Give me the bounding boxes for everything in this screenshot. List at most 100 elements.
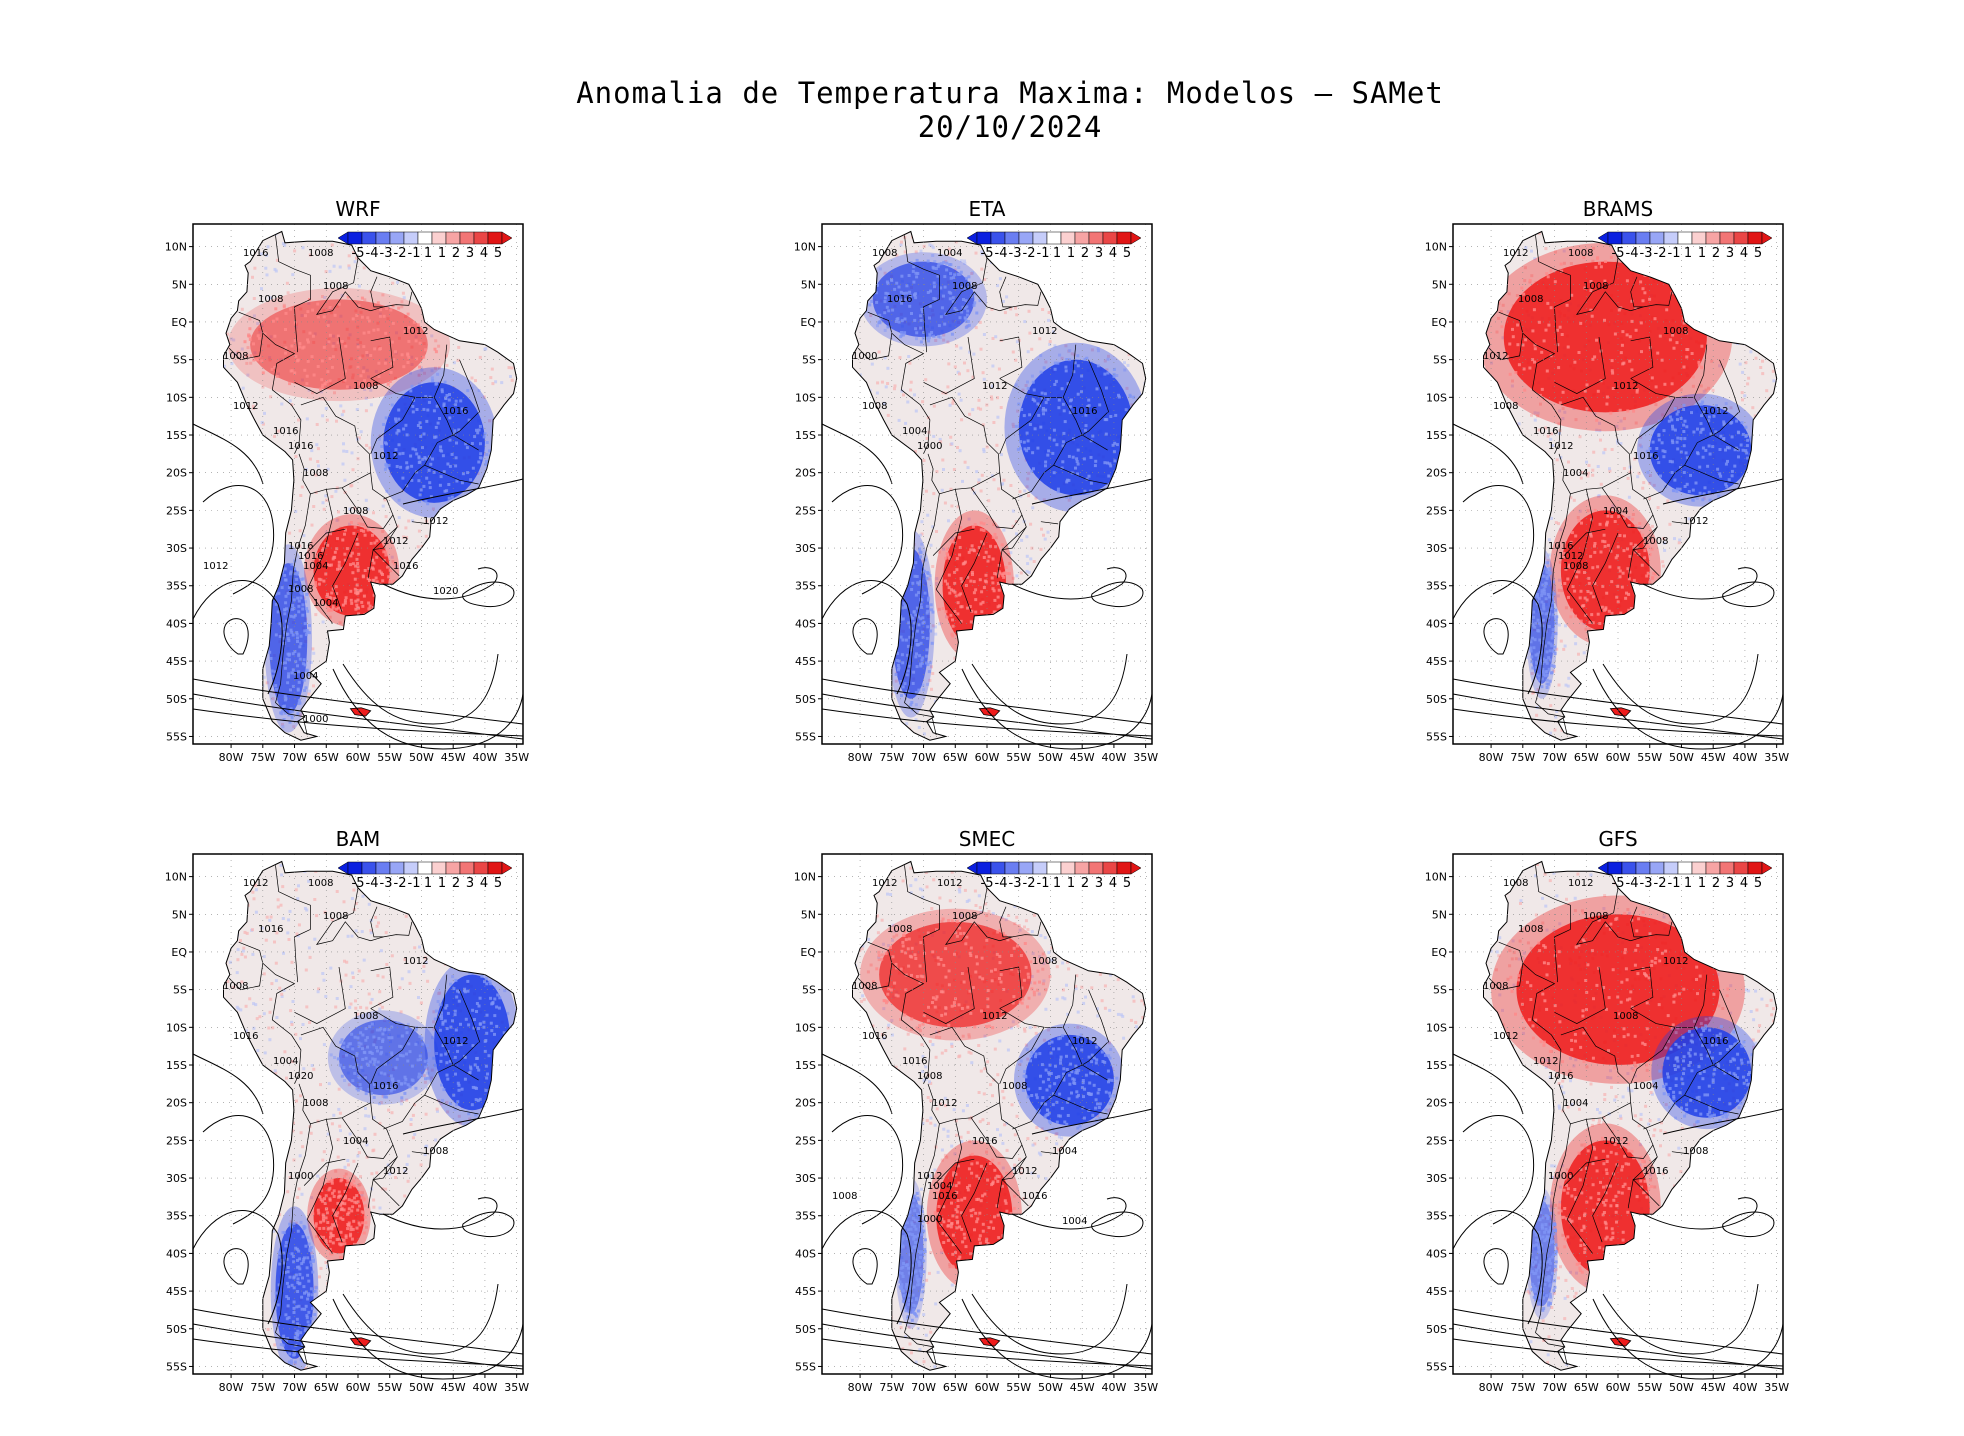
- colorbar-swatch: [487, 231, 503, 245]
- lat-tick-label: 35S: [1426, 1210, 1447, 1223]
- lat-tick-label: EQ: [171, 316, 187, 329]
- coastline: [223, 230, 518, 741]
- lon-tick-label: 40W: [1101, 751, 1126, 764]
- lat-tick-label: 45S: [1426, 1285, 1447, 1298]
- colorbar-label: 5: [1123, 876, 1131, 891]
- isobar-label: 1016: [1643, 1166, 1668, 1177]
- lat-tick-label: 30S: [166, 1172, 187, 1185]
- colorbar-label: 3: [1726, 246, 1734, 261]
- country-borders: [228, 235, 481, 736]
- lat-tick-label: 15S: [795, 429, 816, 442]
- colorbar-swatch: [403, 231, 419, 245]
- colorbar-label: 4: [1740, 246, 1748, 261]
- axis-ticks: 10N 5N EQ 5S 10S 15S 20S 25S 30S 35S 40S 45S 50S 55S 8…: [165, 241, 529, 764]
- isobar-label: 1016: [288, 541, 313, 552]
- colorbar-swatch: [1116, 231, 1132, 245]
- isobar-labels: 1012 1012 1008 1008 1008 1008 1012 1012 1016 1016…: [832, 878, 1097, 1227]
- colorbar-label: 1: [438, 876, 446, 891]
- lat-tick-label: 20S: [795, 467, 816, 480]
- colorbar-label: -4: [366, 876, 379, 891]
- lat-tick-label: 25S: [795, 504, 816, 517]
- lon-tick-label: 50W: [409, 751, 434, 764]
- colorbar-label: -1: [408, 246, 421, 261]
- colorbar-swatch: [1719, 861, 1735, 875]
- lat-tick-label: EQ: [800, 946, 816, 959]
- lon-tick-label: 40W: [472, 751, 497, 764]
- isobar-labels: 1016 1008 1008 1012 1008 1008 1008 1016 1012 1016…: [203, 248, 468, 725]
- lat-tick-label: 30S: [1426, 1172, 1447, 1185]
- isobar-label: 1012: [917, 1171, 942, 1182]
- isobar-label: 1008: [303, 1098, 328, 1109]
- colorbar-swatch: [375, 861, 391, 875]
- colorbar-label: -1: [1668, 876, 1681, 891]
- colorbar-swatch: [1621, 231, 1637, 245]
- isobar-label: 1008: [308, 248, 333, 259]
- map-panel-wrf: WRF 1016 1008 1008 1012 1008 1008 1008 1016 1012 1…: [148, 192, 558, 802]
- panel-title: WRF: [335, 197, 380, 221]
- lat-tick-label: 50S: [795, 1323, 816, 1336]
- figure-title: Anomalia de Temperatura Maxima: Modelos …: [0, 76, 1964, 144]
- colorbar-label: -5: [981, 876, 994, 891]
- lon-tick-label: 60W: [346, 1381, 371, 1394]
- colorbar-label: 4: [1740, 876, 1748, 891]
- isobar-label: 1008: [1493, 401, 1518, 412]
- colorbar-swatch: [361, 861, 377, 875]
- lon-tick-label: 70W: [1542, 1381, 1567, 1394]
- isobar-label: 1016: [443, 406, 468, 417]
- lat-tick-label: 10N: [794, 241, 816, 254]
- isobar-contours: [821, 423, 1153, 750]
- lat-tick-label: EQ: [800, 316, 816, 329]
- isobar-label: 1012: [423, 516, 448, 527]
- figure-title-line2: 20/10/2024: [917, 110, 1103, 144]
- lon-tick-label: 80W: [219, 1381, 244, 1394]
- lon-tick-label: 70W: [911, 751, 936, 764]
- lat-tick-label: 5S: [1433, 984, 1447, 997]
- isobar-label: 1000: [1548, 1171, 1573, 1182]
- lat-tick-label: 40S: [795, 617, 816, 630]
- isobar-label: 1016: [1633, 451, 1658, 462]
- lon-tick-label: 70W: [282, 1381, 307, 1394]
- colorbar-swatch: [1663, 231, 1679, 245]
- lat-tick-label: 45S: [166, 1285, 187, 1298]
- lat-tick-label: 5S: [1433, 354, 1447, 367]
- colorbar-label: -2: [394, 876, 407, 891]
- coastline: [223, 860, 518, 1371]
- isobar-label: 1012: [1493, 1031, 1518, 1042]
- lat-tick-label: 10N: [165, 241, 187, 254]
- isobar-label: 1012: [203, 561, 228, 572]
- colorbar-label: 4: [480, 246, 488, 261]
- lat-tick-label: 40S: [1426, 617, 1447, 630]
- lat-tick-label: 20S: [795, 1097, 816, 1110]
- colorbar-swatch: [1649, 231, 1665, 245]
- map-panel-gfs: GFS 1008 1012 1008 1012 1008 1008 1008 1016 1012 1…: [1408, 822, 1818, 1432]
- colorbar-label: -4: [995, 246, 1008, 261]
- axis-ticks: 10N 5N EQ 5S 10S 15S 20S 25S 30S 35S 40S 45S 50S 55S 8…: [794, 871, 1158, 1394]
- isobar-label: 1004: [902, 426, 927, 437]
- isobar-label: 1004: [1563, 468, 1588, 479]
- coastline: [852, 860, 1147, 1371]
- colorbar-swatch: [1607, 231, 1623, 245]
- lon-tick-label: 65W: [943, 1381, 968, 1394]
- lat-tick-label: 55S: [166, 1360, 187, 1373]
- colorbar-label: 1: [1698, 246, 1706, 261]
- panel-title: ETA: [969, 197, 1006, 221]
- lon-tick-label: 75W: [1510, 751, 1535, 764]
- isobar-label: 1012: [1603, 1136, 1628, 1147]
- colorbar-swatch: [459, 231, 475, 245]
- lon-tick-label: 45W: [1701, 751, 1726, 764]
- coastline: [1483, 230, 1778, 741]
- isobar-label: 1004: [1563, 1098, 1588, 1109]
- colorbar-label: 2: [1081, 876, 1089, 891]
- isobar-label: 1008: [832, 1191, 857, 1202]
- lon-tick-label: 40W: [1101, 1381, 1126, 1394]
- lon-tick-label: 60W: [975, 1381, 1000, 1394]
- falkland-islands: [978, 1337, 1001, 1347]
- colorbar-label: -5: [352, 246, 365, 261]
- lat-tick-label: 25S: [166, 504, 187, 517]
- lat-tick-label: 25S: [795, 1134, 816, 1147]
- colorbar-label: 3: [466, 876, 474, 891]
- lon-tick-label: 35W: [504, 1381, 529, 1394]
- colorbar-swatch: [990, 231, 1006, 245]
- lat-tick-label: 55S: [1426, 1360, 1447, 1373]
- lon-tick-label: 35W: [1764, 751, 1789, 764]
